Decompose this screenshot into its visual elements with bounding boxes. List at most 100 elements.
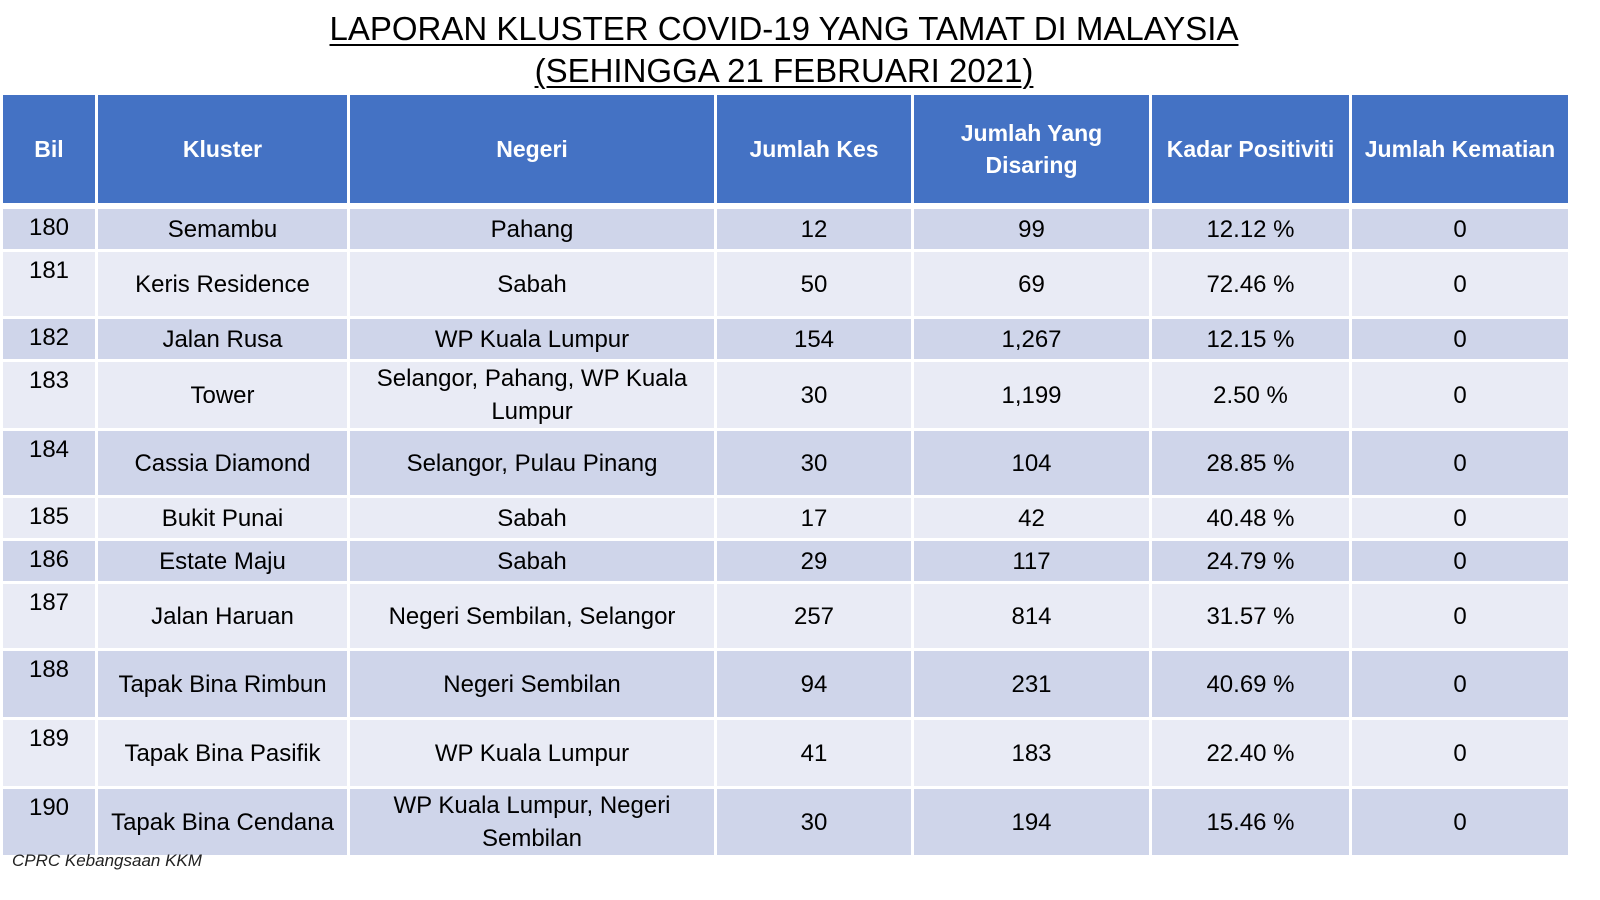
cell-negeri: WP Kuala Lumpur, Negeri Sembilan	[350, 786, 714, 855]
table-row: 180 Semambu Pahang 12 99 12.12 % 0	[3, 206, 1568, 249]
cell-jumlah-kematian: 0	[1352, 786, 1568, 855]
cell-bil: 184	[3, 428, 95, 495]
cell-bil: 182	[3, 316, 95, 359]
cell-jumlah-kematian: 0	[1352, 648, 1568, 717]
cell-jumlah-kes: 30	[717, 786, 911, 855]
cell-kluster: Semambu	[98, 206, 347, 249]
cell-kadar-positiviti: 72.46 %	[1152, 249, 1349, 316]
report-title: LAPORAN KLUSTER COVID-19 YANG TAMAT DI M…	[0, 8, 1568, 92]
cell-jumlah-kes: 12	[717, 206, 911, 249]
cell-kluster: Tapak Bina Pasifik	[98, 717, 347, 786]
cell-jumlah-kes: 29	[717, 538, 911, 581]
cell-bil: 190	[3, 786, 95, 855]
cell-negeri: Sabah	[350, 495, 714, 538]
cell-jumlah-disaring: 231	[914, 648, 1149, 717]
cell-kluster: Cassia Diamond	[98, 428, 347, 495]
cell-bil: 187	[3, 581, 95, 648]
cell-jumlah-kes: 94	[717, 648, 911, 717]
cell-bil: 185	[3, 495, 95, 538]
cell-jumlah-disaring: 42	[914, 495, 1149, 538]
cell-jumlah-disaring: 1,199	[914, 359, 1149, 428]
header-bil: Bil	[3, 95, 95, 206]
report-title-text-1: LAPORAN KLUSTER COVID-19 YANG TAMAT DI M…	[329, 10, 1239, 47]
cell-kadar-positiviti: 15.46 %	[1152, 786, 1349, 855]
cell-negeri: Selangor, Pulau Pinang	[350, 428, 714, 495]
cell-kluster: Tapak Bina Cendana	[98, 786, 347, 855]
cell-jumlah-kematian: 0	[1352, 428, 1568, 495]
cell-bil: 183	[3, 359, 95, 428]
report-title-line-2: (SEHINGGA 21 FEBRUARI 2021)	[0, 50, 1568, 92]
cell-bil: 180	[3, 206, 95, 249]
table-row: 188 Tapak Bina Rimbun Negeri Sembilan 94…	[3, 648, 1568, 717]
cell-jumlah-kematian: 0	[1352, 359, 1568, 428]
cluster-table: Bil Kluster Negeri Jumlah Kes Jumlah Yan…	[0, 95, 1571, 855]
cell-jumlah-kes: 17	[717, 495, 911, 538]
header-jumlah-kematian: Jumlah Kematian	[1352, 95, 1568, 206]
cell-kluster: Bukit Punai	[98, 495, 347, 538]
cell-bil: 189	[3, 717, 95, 786]
cell-jumlah-kematian: 0	[1352, 249, 1568, 316]
cell-kluster: Tapak Bina Rimbun	[98, 648, 347, 717]
cell-kadar-positiviti: 31.57 %	[1152, 581, 1349, 648]
cell-kluster: Tower	[98, 359, 347, 428]
header-kluster: Kluster	[98, 95, 347, 206]
cell-jumlah-kematian: 0	[1352, 206, 1568, 249]
cell-jumlah-kematian: 0	[1352, 538, 1568, 581]
cell-negeri: Sabah	[350, 249, 714, 316]
table-row: 186 Estate Maju Sabah 29 117 24.79 % 0	[3, 538, 1568, 581]
cell-jumlah-disaring: 183	[914, 717, 1149, 786]
header-jumlah-disaring: Jumlah Yang Disaring	[914, 95, 1149, 206]
cell-kadar-positiviti: 24.79 %	[1152, 538, 1349, 581]
cell-kadar-positiviti: 28.85 %	[1152, 428, 1349, 495]
table-row: 182 Jalan Rusa WP Kuala Lumpur 154 1,267…	[3, 316, 1568, 359]
cell-bil: 181	[3, 249, 95, 316]
cell-kluster: Jalan Haruan	[98, 581, 347, 648]
cell-jumlah-kes: 30	[717, 359, 911, 428]
cell-jumlah-kematian: 0	[1352, 316, 1568, 359]
cell-jumlah-kematian: 0	[1352, 495, 1568, 538]
cell-jumlah-kematian: 0	[1352, 581, 1568, 648]
cell-jumlah-kes: 257	[717, 581, 911, 648]
cell-negeri: WP Kuala Lumpur	[350, 717, 714, 786]
cell-negeri: Sabah	[350, 538, 714, 581]
cell-jumlah-disaring: 117	[914, 538, 1149, 581]
cell-kluster: Jalan Rusa	[98, 316, 347, 359]
header-kadar-positiviti: Kadar Positiviti	[1152, 95, 1349, 206]
source-note: CPRC Kebangsaan KKM	[12, 851, 202, 870]
table-row: 185 Bukit Punai Sabah 17 42 40.48 % 0	[3, 495, 1568, 538]
cell-negeri: Selangor, Pahang, WP Kuala Lumpur	[350, 359, 714, 428]
header-negeri: Negeri	[350, 95, 714, 206]
cell-negeri: Negeri Sembilan, Selangor	[350, 581, 714, 648]
cell-kluster: Estate Maju	[98, 538, 347, 581]
cell-kadar-positiviti: 12.12 %	[1152, 206, 1349, 249]
cell-jumlah-disaring: 99	[914, 206, 1149, 249]
cell-kadar-positiviti: 12.15 %	[1152, 316, 1349, 359]
header-jumlah-kes: Jumlah Kes	[717, 95, 911, 206]
table-row: 184 Cassia Diamond Selangor, Pulau Pinan…	[3, 428, 1568, 495]
cell-jumlah-disaring: 104	[914, 428, 1149, 495]
table-row: 190 Tapak Bina Cendana WP Kuala Lumpur, …	[3, 786, 1568, 855]
cell-kluster: Keris Residence	[98, 249, 347, 316]
cell-jumlah-disaring: 1,267	[914, 316, 1149, 359]
table-header-row: Bil Kluster Negeri Jumlah Kes Jumlah Yan…	[3, 95, 1568, 206]
table-row: 181 Keris Residence Sabah 50 69 72.46 % …	[3, 249, 1568, 316]
table-row: 189 Tapak Bina Pasifik WP Kuala Lumpur 4…	[3, 717, 1568, 786]
cell-kadar-positiviti: 22.40 %	[1152, 717, 1349, 786]
cell-negeri: WP Kuala Lumpur	[350, 316, 714, 359]
cell-jumlah-disaring: 814	[914, 581, 1149, 648]
cell-kadar-positiviti: 40.69 %	[1152, 648, 1349, 717]
cell-jumlah-kematian: 0	[1352, 717, 1568, 786]
cell-jumlah-kes: 154	[717, 316, 911, 359]
cell-kadar-positiviti: 2.50 %	[1152, 359, 1349, 428]
cell-kadar-positiviti: 40.48 %	[1152, 495, 1349, 538]
report-title-line-1: LAPORAN KLUSTER COVID-19 YANG TAMAT DI M…	[0, 8, 1568, 50]
table-row: 183 Tower Selangor, Pahang, WP Kuala Lum…	[3, 359, 1568, 428]
cell-jumlah-kes: 50	[717, 249, 911, 316]
cell-jumlah-disaring: 194	[914, 786, 1149, 855]
table-row: 187 Jalan Haruan Negeri Sembilan, Selang…	[3, 581, 1568, 648]
cell-negeri: Pahang	[350, 206, 714, 249]
cell-jumlah-disaring: 69	[914, 249, 1149, 316]
cell-jumlah-kes: 41	[717, 717, 911, 786]
cell-bil: 188	[3, 648, 95, 717]
cell-jumlah-kes: 30	[717, 428, 911, 495]
